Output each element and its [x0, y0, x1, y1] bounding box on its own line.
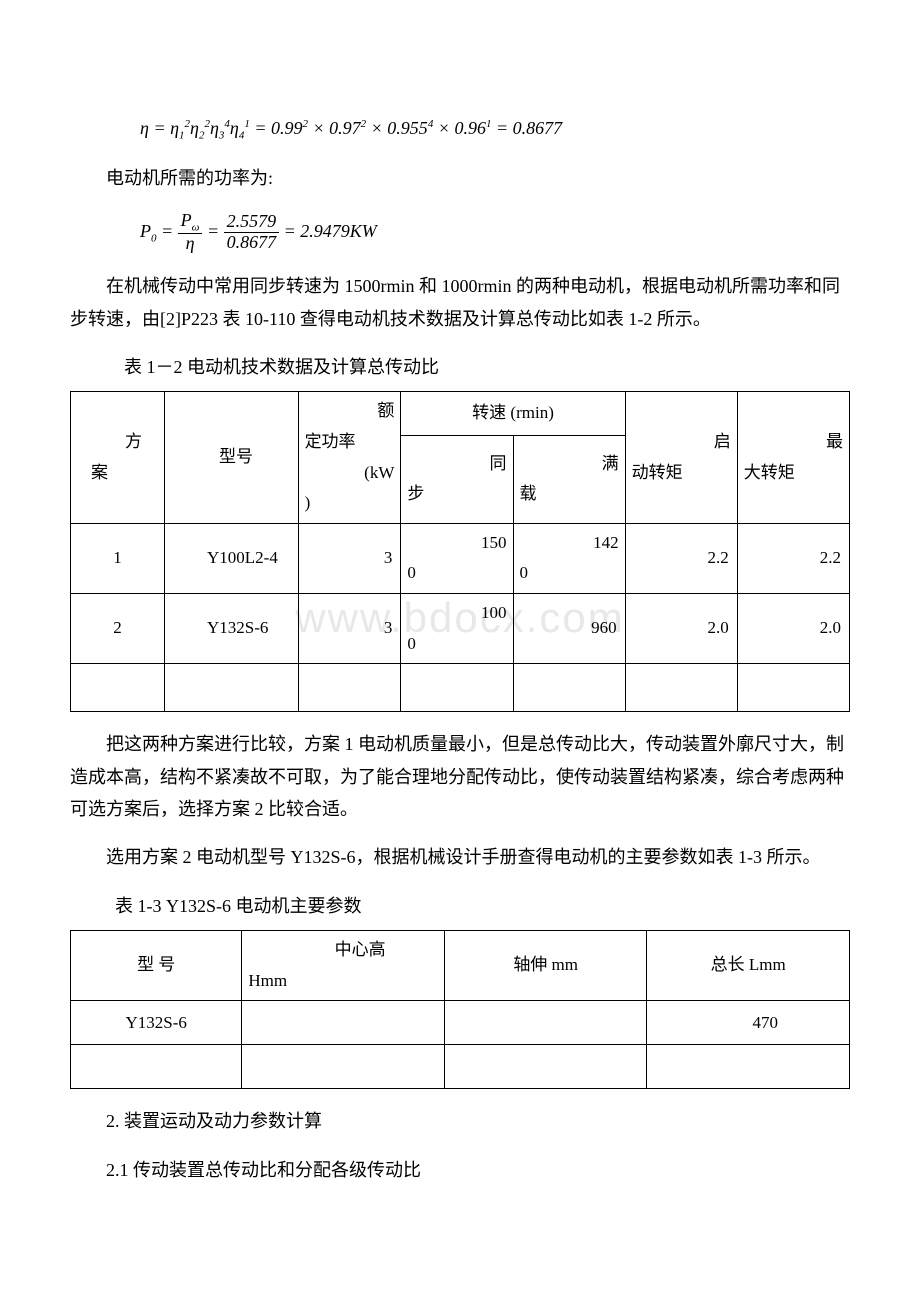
cell-sync-a: 100 [407, 598, 506, 629]
cell-sync-b: 0 [407, 558, 506, 589]
table-row: Y132S-6 470 [71, 1001, 850, 1045]
cell-full-a: 142 [520, 528, 619, 559]
header-sync-1: 同 [407, 449, 506, 480]
para-speed-info: 在机械传动中常用同步转速为 1500rmin 和 1000rmin 的两种电动机… [70, 270, 850, 335]
header-model2: 型 号 [137, 955, 175, 974]
header-plan: 方案 [91, 432, 142, 482]
cell-start: 2.2 [708, 548, 729, 567]
table-row: 2 Y132S-6 3 100 0 960 2.0 2.0 [71, 594, 850, 664]
header-max-1: 最 [744, 427, 843, 458]
heading-section21: 2.1 传动装置总传动比和分配各级传动比 [70, 1154, 850, 1186]
para-motor-power: 电动机所需的功率为: [70, 162, 850, 194]
para-selection: 选用方案 2 电动机型号 Y132S-6，根据机械设计手册查得电动机的主要参数如… [70, 841, 850, 873]
table-row: 型 号 中心高 Hmm 轴伸 mm 总长 Lmm [71, 931, 850, 1001]
cell-length: 470 [752, 1013, 778, 1032]
table2-caption: 表 1-3 Y132S-6 电动机主要参数 [70, 890, 850, 922]
header-speed: 转速 (rmin) [472, 403, 554, 422]
cell-start: 2.0 [708, 618, 729, 637]
heading-section2: 2. 装置运动及动力参数计算 [70, 1105, 850, 1137]
formula-p0: P0 = Pω η = 2.5579 0.8677 = 2.9479KW [140, 211, 850, 254]
header-start-1: 启 [632, 427, 731, 458]
cell-power: 3 [384, 618, 393, 637]
table-row: 1 Y100L2-4 3 150 0 142 0 2.2 2.2 [71, 523, 850, 593]
header-power-4: ) [305, 488, 395, 519]
header-power-3: (kW [305, 458, 395, 489]
table-motor-params: 型 号 中心高 Hmm 轴伸 mm 总长 Lmm Y132S-6 470 [70, 930, 850, 1089]
header-start-2: 动转矩 [632, 458, 731, 489]
header-full-2: 载 [520, 479, 619, 510]
formula-eta: η = η12η22η34η41 = 0.992 × 0.972 × 0.955… [140, 112, 850, 146]
header-sync-2: 步 [407, 479, 506, 510]
header-height-1: 中心高 [248, 935, 438, 966]
header-power-1: 额 [305, 396, 395, 427]
document-content: η = η12η22η34η41 = 0.992 × 0.972 × 0.955… [70, 112, 850, 1186]
table-row [71, 664, 850, 712]
header-max-2: 大转矩 [744, 458, 843, 489]
header-length: 总长 Lmm [711, 955, 786, 974]
para-comparison: 把这两种方案进行比较，方案 1 电动机质量最小，但是总传动比大，传动装置外廓尺寸… [70, 728, 850, 825]
table-row: 方案 型号 额 定功率 (kW ) 转速 (rmin) 启 动转矩 最 大转矩 [71, 392, 850, 436]
header-model: 型号 [219, 447, 253, 466]
cell-plan: 1 [113, 548, 122, 567]
header-height-2: Hmm [248, 966, 438, 997]
table-motor-data: 方案 型号 额 定功率 (kW ) 转速 (rmin) 启 动转矩 最 大转矩 … [70, 391, 850, 712]
cell-model: Y100L2-4 [207, 548, 278, 567]
table-row [71, 1045, 850, 1089]
cell-max: 2.0 [820, 618, 841, 637]
cell-model2: Y132S-6 [125, 1013, 186, 1032]
table1-caption: 表 1－2 电动机技术数据及计算总传动比 [70, 351, 850, 383]
header-shaft: 轴伸 mm [513, 955, 578, 974]
cell-max: 2.2 [820, 548, 841, 567]
cell-full-b: 0 [520, 558, 619, 589]
header-full-1: 满 [520, 449, 619, 480]
header-power-2: 定功率 [305, 427, 395, 458]
cell-plan: 2 [113, 618, 122, 637]
cell-full: 960 [591, 618, 617, 637]
cell-power: 3 [384, 548, 393, 567]
cell-model: Y132S-6 [207, 618, 268, 637]
cell-sync-b: 0 [407, 629, 506, 660]
cell-sync-a: 150 [407, 528, 506, 559]
